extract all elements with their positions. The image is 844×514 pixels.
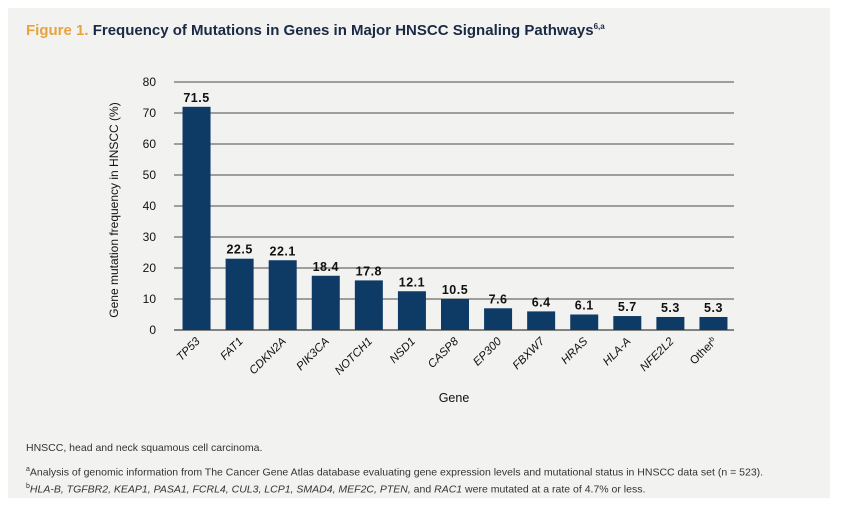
x-tick-label: NSD1 [388,336,418,366]
footnote-b: bHLA-B, TGFBR2, KEAP1, PASA1, FCRL4, CUL… [26,480,763,497]
bar-value-label: 17.8 [356,264,382,278]
footnote-a-text: Analysis of genomic information from The… [29,466,764,479]
y-axis-title: Gene mutation frequency in HNSCC (%) [107,102,121,317]
footnote-b-mark: b [26,482,30,490]
x-tick-label: NOTCH1 [333,336,375,378]
footnote-b-text: were mutated at a rate of 4.7% or less. [462,483,646,495]
bar-value-label: 22.1 [270,244,296,258]
bar [527,311,556,330]
x-tick-label: PIK3CA [294,335,332,373]
footnote-a: aAnalysis of genomic information from Th… [26,463,763,480]
bar-value-label: 12.1 [399,275,425,289]
x-tick-label: Otherb [688,336,720,368]
bar [570,314,599,330]
x-tick-label: FAT1 [219,336,246,363]
bar [441,299,469,330]
y-tick-label: 40 [143,199,157,213]
bar [182,106,211,330]
x-tick-label: HLA-A [601,335,634,368]
bar [225,258,254,330]
x-tick-label: FBXW7 [511,335,548,372]
bar-value-label: 5.3 [704,301,723,315]
y-tick-label: 30 [143,230,157,244]
bar-chart: 0 10 20 30 40 50 60 70 80 71.5 TP53 22.5 FAT1 22.1 CDK… [107,75,734,405]
figure-title: Figure 1. Frequency of Mutations in Gene… [26,22,605,39]
x-tick-label-superscript: b [708,336,716,344]
bar-value-label: 6.1 [575,299,594,313]
bar-value-label: 22.5 [226,243,252,257]
x-tick-label: CASP8 [426,335,462,371]
footnote-b-last-gene: RAC1 [434,483,463,495]
x-tick-label: EP300 [471,335,504,368]
bar-value-label: 71.5 [183,91,209,105]
bar-value-label: 6.4 [532,295,551,309]
bar-value-label: 5.7 [618,300,637,314]
bar [699,316,728,330]
y-tick-label: 0 [149,323,156,337]
x-tick-label: NFE2L2 [638,335,677,374]
footnote-b-and: and [410,483,435,495]
figure-title-superscript: 6,a [593,22,605,31]
bar [613,316,642,330]
bar [397,291,426,330]
y-tick-label: 60 [143,137,157,151]
bar [311,275,340,330]
footnote-b-genes: HLA-B, TGFBR2, KEAP1, PASA1, FCRL4, CUL3… [29,483,411,495]
footnotes: HNSCC, head and neck squamous cell carci… [26,441,763,496]
bar [354,280,383,330]
bar-value-label: 7.6 [489,292,508,306]
y-tick-label: 20 [143,261,157,275]
footnote-abbreviation: HNSCC, head and neck squamous cell carci… [26,442,263,454]
figure-title-text: Frequency of Mutations in Genes in Major… [92,22,594,39]
bar [268,260,297,330]
bar-value-label: 18.4 [313,260,339,274]
bar-value-label: 5.3 [661,301,680,315]
bar [484,308,513,330]
x-axis-title: Gene [439,391,470,405]
figure-panel: Figure 1. Frequency of Mutations in Gene… [8,8,830,498]
x-tick-label: HRAS [559,335,590,366]
bar-value-label: 10.5 [442,283,468,297]
y-tick-label: 50 [143,168,157,182]
bar [656,316,685,330]
y-tick-label: 10 [143,292,157,306]
footnote-a-mark: a [26,466,30,473]
x-tick-label: CDKN2A [247,335,289,377]
x-tick-label: TP53 [175,335,203,363]
figure-label: Figure 1. [26,22,89,39]
y-tick-label: 70 [143,106,157,120]
y-tick-label: 80 [143,75,157,89]
